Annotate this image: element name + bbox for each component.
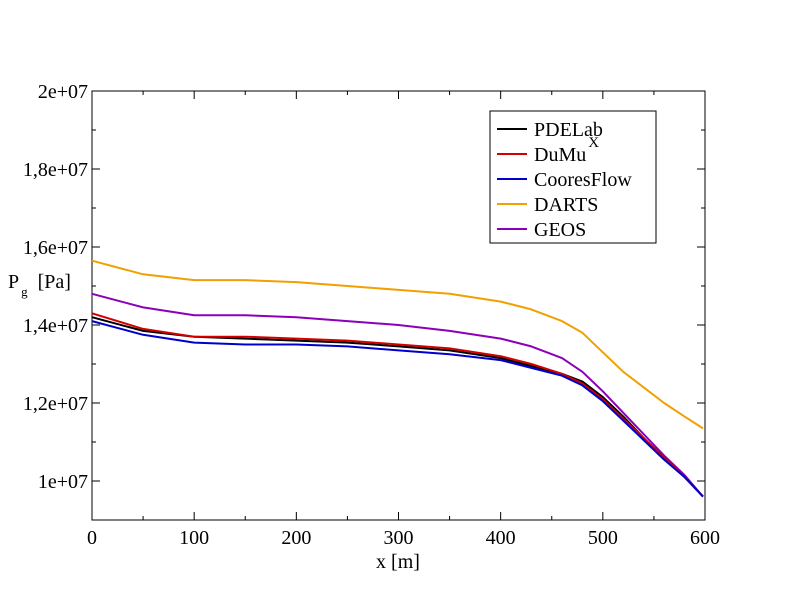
series-line-darts [91,259,704,430]
series-line-dumu [91,312,704,498]
x-tick-label: 100 [179,527,209,549]
legend-label-darts: DARTS [534,194,598,216]
legend-box [489,110,657,244]
legend-label-geos: GEOS [534,219,586,241]
x-tick-label: 600 [690,527,720,549]
x-tick-label: 0 [87,527,97,549]
legend-label-text: DuMu [534,144,586,166]
axis-layer: 0 100 200 300 400 500 600 1e+07 1,2e+07 1,4e+07 1,… [23,81,720,549]
y-tick-label: 1,8e+07 [23,159,88,181]
x-tick-label: 300 [384,527,414,549]
series-layer [91,259,704,498]
legend-label-sup: X [588,135,599,151]
legend-label-text: DARTS [534,194,598,216]
x-axis-title: x [m] [376,551,420,573]
y-axis-title-sub: g [21,284,28,299]
y-axis-title-main: P [8,271,19,293]
y-axis-title-unit: [Pa] [38,271,71,293]
y-tick-label: 1e+07 [38,471,88,493]
x-tick-label: 400 [486,527,516,549]
series-line-cooresflow [91,320,704,498]
x-tick-label: 500 [588,527,618,549]
x-tick-label: 200 [281,527,311,549]
y-tick-label: 1,6e+07 [23,237,88,259]
y-tick-label: 1,2e+07 [23,393,88,415]
legend-label-text: GEOS [534,219,586,241]
legend-label-text: PDELab [534,119,603,141]
y-tick-label: 1,4e+07 [23,315,88,337]
legend-label-dumu: DuMuX [534,135,599,166]
y-tick-label: 2e+07 [38,81,88,103]
legend-label-text: CooresFlow [534,169,632,191]
legend-label-cooresflow: CooresFlow [534,169,632,191]
legend-label-pdelab: PDELab [534,119,603,141]
series-line-geos [91,292,704,498]
